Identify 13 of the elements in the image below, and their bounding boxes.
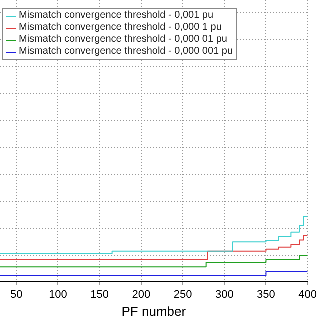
x-tick-label: 100	[49, 288, 68, 301]
x-tick-label: 400	[298, 288, 318, 301]
x-tick-label: 250	[174, 288, 192, 301]
legend-label: Mismatch convergence threshold - 0,001 pu	[19, 10, 214, 22]
x-tick-label: 350	[257, 288, 276, 301]
x-axis-title: PF number	[122, 304, 187, 319]
legend-label: Mismatch convergence threshold - 0,000 1 pu	[19, 22, 222, 34]
x-tick-label: 50	[10, 288, 23, 301]
x-tick-label: 150	[90, 288, 110, 301]
legend-label: Mismatch convergence threshold - 0,000 01 pu	[19, 34, 228, 46]
x-tick-label: 300	[215, 288, 234, 301]
x-tick-label: 200	[132, 288, 151, 301]
legend-label: Mismatch convergence threshold - 0,000 001 pu	[19, 46, 234, 58]
